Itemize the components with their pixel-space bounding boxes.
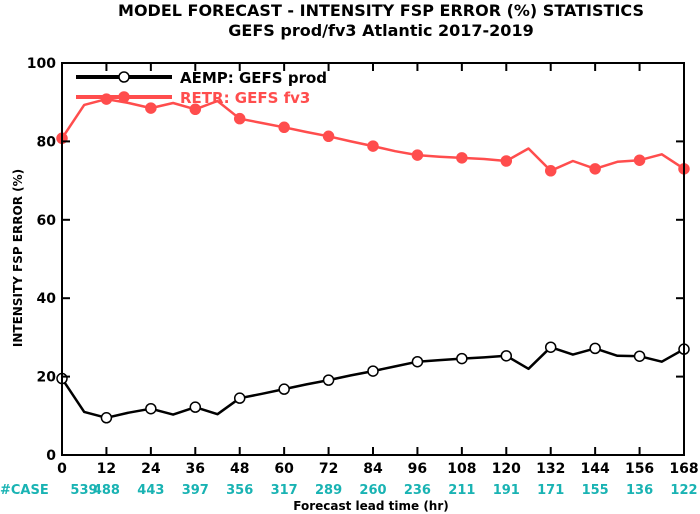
chart-title: MODEL FORECAST - INTENSITY FSP ERROR (%)… — [118, 1, 644, 20]
x-tick-label: 0 — [57, 461, 67, 477]
data-point — [456, 152, 468, 164]
y-tick-label: 60 — [37, 213, 57, 229]
series-2 — [56, 93, 690, 177]
data-point — [367, 365, 379, 377]
x-tick-label: 156 — [625, 461, 654, 477]
x-tick-label: 36 — [186, 461, 205, 477]
case-count: 260 — [359, 483, 386, 498]
y-tick-label: 80 — [37, 134, 57, 150]
legend: AEMP: GEFS prod RETR: GEFS fv3 — [76, 69, 327, 107]
legend-item: RETR: GEFS fv3 — [76, 89, 310, 107]
x-tick-label: 96 — [408, 461, 427, 477]
x-tick-label: 120 — [492, 461, 521, 477]
case-count: 122 — [670, 483, 697, 498]
data-point — [145, 102, 157, 114]
case-count: 171 — [537, 483, 564, 498]
case-count: 136 — [626, 483, 653, 498]
y-axis-label: INTENSITY FSP ERROR (%) — [11, 169, 25, 347]
data-point — [500, 155, 513, 167]
case-count: 155 — [582, 483, 609, 498]
data-point — [544, 341, 557, 353]
data-point — [189, 401, 202, 413]
legend-item: AEMP: GEFS prod — [76, 69, 327, 87]
x-tick-label: 132 — [536, 461, 565, 477]
data-point — [233, 392, 246, 404]
data-point — [500, 350, 513, 362]
legend-label: RETR: GEFS fv3 — [180, 89, 310, 107]
data-point — [322, 130, 335, 143]
data-point — [633, 350, 646, 362]
data-point — [100, 412, 113, 424]
data-point — [411, 149, 424, 161]
data-point — [322, 374, 335, 386]
series-1 — [56, 341, 690, 424]
y-tick-label: 100 — [27, 56, 56, 72]
x-tick-label: 24 — [141, 461, 161, 477]
data-point — [411, 355, 424, 368]
case-count: 443 — [137, 483, 164, 498]
case-count: 211 — [448, 483, 475, 498]
data-point — [456, 352, 468, 365]
case-count: 488 — [93, 483, 120, 498]
data-point — [233, 112, 246, 125]
case-count: 289 — [315, 483, 342, 498]
legend-marker — [118, 91, 130, 103]
plot-area — [56, 93, 690, 424]
chart-subtitle: GEFS prod/fv3 Atlantic 2017-2019 — [228, 21, 533, 40]
case-count: 236 — [404, 483, 431, 498]
case-count-label: #CASE — [0, 483, 49, 498]
case-count: 539 — [70, 483, 97, 498]
data-point — [544, 165, 557, 177]
plot-frame — [61, 62, 685, 456]
x-tick-label: 60 — [274, 461, 294, 477]
y-tick-label: 0 — [46, 448, 56, 464]
case-count: 317 — [271, 483, 298, 498]
x-tick-label: 108 — [447, 461, 476, 477]
data-point — [145, 402, 157, 415]
x-tick-label: 72 — [319, 461, 338, 477]
x-tick-label: 168 — [669, 461, 698, 477]
data-point — [278, 121, 290, 134]
data-point — [278, 383, 290, 395]
case-count: 356 — [226, 483, 253, 498]
x-axis-label: Forecast lead time (hr) — [293, 499, 449, 513]
x-tick-label: 48 — [230, 461, 249, 477]
x-tick-label: 144 — [581, 461, 610, 477]
data-point — [633, 154, 646, 166]
x-tick-label: 12 — [97, 461, 116, 477]
data-point — [189, 103, 202, 116]
y-tick-label: 40 — [37, 291, 57, 307]
x-tick-label: 84 — [363, 461, 383, 477]
data-point — [589, 342, 601, 355]
x-axis: 0 12 24 36 48 60 72 84 96 108 120 132 144 156 168 — [57, 63, 699, 477]
y-tick-label: 20 — [37, 370, 57, 386]
y-axis: 0 20 40 60 80 100 — [27, 56, 684, 464]
data-point — [367, 140, 379, 152]
legend-label: AEMP: GEFS prod — [180, 69, 327, 87]
case-count: 191 — [493, 483, 520, 498]
case-count: 397 — [182, 483, 209, 498]
legend-marker — [118, 71, 130, 83]
data-point — [589, 163, 601, 175]
